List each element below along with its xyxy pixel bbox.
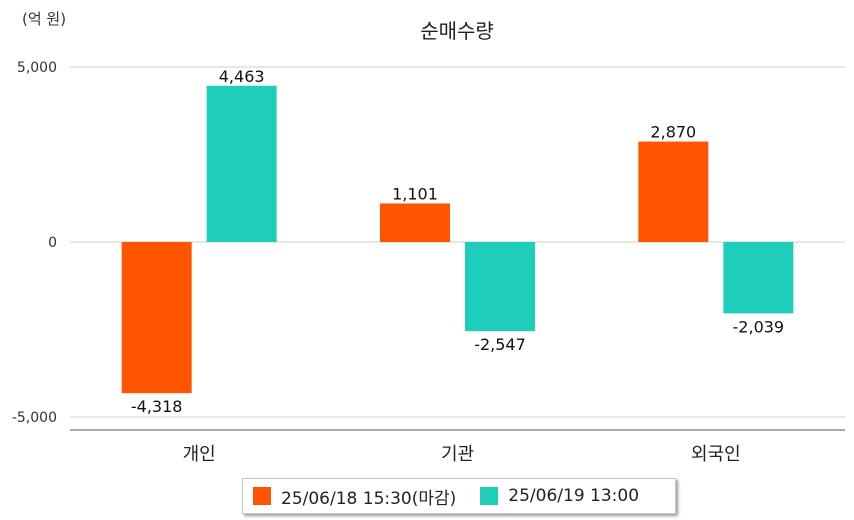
legend-swatch-series-2 [480,487,499,505]
bar[interactable] [206,85,277,242]
data-label: 2,870 [650,123,696,142]
data-label: -2,039 [733,317,785,336]
bar[interactable] [465,242,535,332]
chart: 순매수량 5,000 0 -5,000 개인 -4,318 4,463 기관 1,101 -2,… [12,19,845,465]
x-tick-label: 개인 [183,444,216,465]
x-tick-label: 기관 [441,444,474,465]
unit-label: (억 원) [22,10,67,28]
legend-label-series-2: 25/06/19 13:00 [508,486,640,506]
data-label: -4,318 [131,397,183,416]
data-label: 4,463 [219,67,265,86]
legend-label-series-1: 25/06/18 15:30(마감) [281,488,457,509]
y-tick-label: 5,000 [17,60,57,76]
bar[interactable] [380,203,450,242]
bar[interactable] [723,242,794,314]
y-tick-label: -5,000 [12,410,57,426]
legend-item-series-2[interactable]: 25/06/19 13:00 [480,486,639,506]
legend-item-series-1[interactable]: 25/06/18 15:30(마감) [253,484,456,509]
data-label: -2,547 [474,335,526,354]
x-tick-label: 외국인 [691,444,741,465]
legend-swatch-series-1 [253,487,271,505]
data-label: 1,101 [392,184,438,203]
bar[interactable] [638,141,709,242]
y-tick-label: 0 [48,235,57,251]
chart-title: 순매수량 [420,19,494,43]
bar[interactable] [121,242,192,394]
legend: 25/06/18 15:30(마감) 25/06/19 13:00 [242,478,676,514]
